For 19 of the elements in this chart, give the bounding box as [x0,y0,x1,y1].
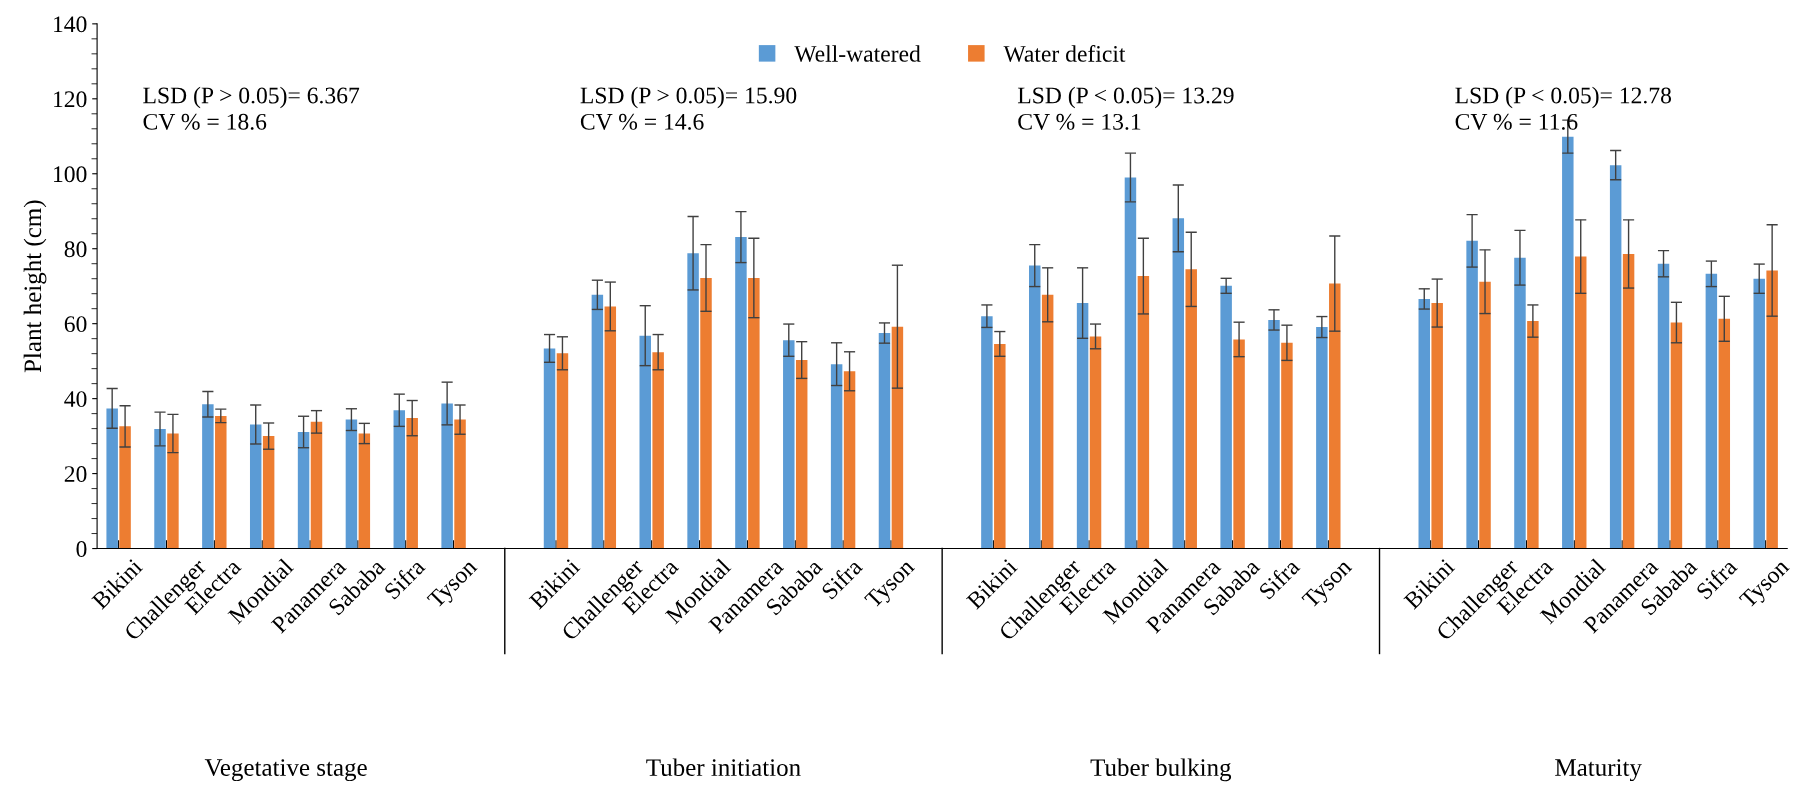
y-tick-label: 80 [64,241,87,258]
y-tick-label: 40 [64,391,87,408]
annotation: LSD (P < 0.05)= 13.29 CV % = 13.1 [1017,86,1234,130]
y-tick-label: 60 [64,316,87,333]
annotation: LSD (P > 0.05)= 15.90 CV % = 14.6 [580,86,797,130]
text: Maturity [1555,759,1642,782]
legend-label: Water deficit [1003,45,1126,62]
annotation: LSD (P > 0.05)= 6.367 CV % = 18.6 [143,86,360,130]
y-tick-label: 20 [64,466,87,483]
annotation: LSD (P < 0.05)= 12.78 CV % = 11.6 [1455,86,1672,130]
legend-label: Well-watered [794,45,921,62]
y-tick-label: 0 [76,541,87,557]
y-tick-label: 100 [54,166,87,183]
text: Tuber initiation [646,758,801,777]
y-axis-title: Plant height (cm) [23,200,47,373]
y-tick-label: 120 [54,91,87,108]
y-tick-label: 140 [54,16,87,33]
text: Vegetative stage [204,759,367,782]
text: Tuber bulking [1090,758,1232,782]
